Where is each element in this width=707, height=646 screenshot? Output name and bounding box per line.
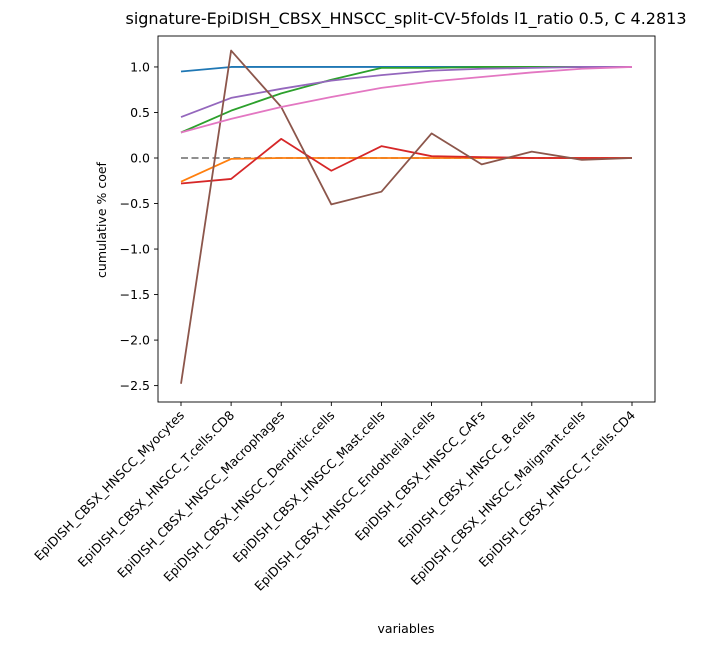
chart-title: signature-EpiDISH_CBSX_HNSCC_split-CV-5f… <box>125 9 686 29</box>
x-axis: EpiDISH_CBSX_HNSCC_MyocytesEpiDISH_CBSX_… <box>31 402 638 594</box>
y-tick-label: 1.0 <box>130 59 150 74</box>
plot-area <box>180 49 633 384</box>
y-tick-label: −1.0 <box>120 242 150 257</box>
x-tick-label: EpiDISH_CBSX_HNSCC_Endothelial.cells <box>251 408 437 594</box>
y-axis-label: cumulative % coef <box>94 161 109 278</box>
y-tick-label: −2.5 <box>120 378 150 393</box>
y-tick-label: −1.5 <box>120 287 150 302</box>
y-tick-label: 0.0 <box>130 151 150 166</box>
x-axis-label: variables <box>378 621 435 636</box>
series-line-5 <box>180 66 632 118</box>
y-tick-label: 0.5 <box>130 105 150 120</box>
series-line-3 <box>180 66 632 134</box>
x-tick-label: EpiDISH_CBSX_HNSCC_Malignant.cells <box>408 408 588 588</box>
series-line-4 <box>180 137 632 185</box>
y-tick-label: −2.0 <box>120 333 150 348</box>
plot-frame <box>157 35 656 403</box>
series-line-7 <box>180 66 633 134</box>
y-tick-label: −0.5 <box>120 196 150 211</box>
y-axis: 1.0 0.5 0.0 −0.5 −1.0 −1.5 −2.0 −2.5 <box>120 59 158 393</box>
series-line-6 <box>180 49 633 384</box>
